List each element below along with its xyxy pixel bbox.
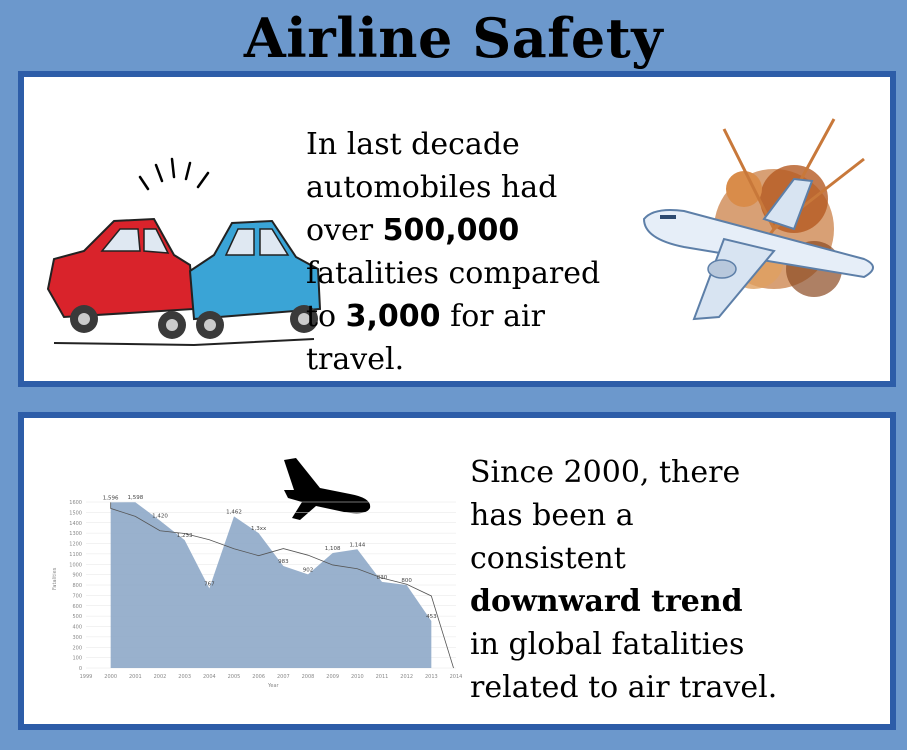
y-tick-label: 900 [72,573,82,579]
data-label: 983 [278,559,289,565]
x-tick-label: 2004 [203,674,216,680]
fatalities-area [110,502,432,668]
data-label: 800 [401,578,412,584]
data-label: 767 [204,581,215,587]
blue-car-icon [188,219,322,339]
y-tick-label: 1000 [69,562,82,568]
air-fatalities-number: 3,000 [345,299,441,334]
text-line: consistent [470,541,626,576]
y-tick-label: 1300 [69,531,82,537]
y-tick-label: 300 [72,635,82,641]
text-line: Since 2000, there [470,455,741,490]
data-label: 1,420 [152,514,168,520]
x-tick-label: 2006 [252,674,265,680]
chart-y-axis: 0 100 200 300 400 500 600 700 800 900 1000 1100 1200… [69,500,82,672]
text-line: related to air travel. [470,670,778,705]
y-tick-label: 800 [72,583,82,589]
downward-trend-emphasis: downward trend [470,584,743,619]
y-tick-label: 200 [72,645,82,651]
text-line: In last decade [306,127,520,162]
y-axis-label: Fatalities [52,567,58,590]
text-line: over [306,213,383,248]
chart-data-labels: 1,596 1,598 1,420 1,233 767 1,462 1,3xx 983 902 1… [103,495,437,620]
data-label: 1,598 [127,495,143,501]
y-tick-label: 100 [72,656,82,662]
y-tick-label: 0 [79,666,82,672]
x-tick-label: 2001 [129,674,142,680]
text-line: travel. [306,342,405,377]
x-tick-label: 2005 [228,674,241,680]
y-tick-label: 400 [72,625,82,631]
x-tick-label: 2012 [400,674,413,680]
y-tick-label: 500 [72,614,82,620]
y-tick-label: 700 [72,593,82,599]
x-tick-label: 2003 [178,674,191,680]
y-tick-label: 1100 [69,552,82,558]
data-label: 1,462 [226,509,242,515]
red-car-icon [46,217,196,339]
x-tick-label: 2007 [277,674,290,680]
page-title: Airline Safety [243,6,664,70]
text-line: has been a [470,498,634,533]
automobile-fatalities-text: In last decade automobiles had over 500,… [306,123,666,381]
trend-line [110,502,454,669]
y-tick-label: 1400 [69,521,82,527]
x-tick-label: 2011 [376,674,389,680]
data-label: 830 [377,575,388,581]
exploding-plane-illustration [642,118,874,321]
plane-silhouette-icon [284,458,371,520]
data-label: 1,233 [177,533,193,539]
y-tick-label: 1500 [69,510,82,516]
x-tick-label: 1999 [80,674,93,680]
x-axis-label: Year [267,683,280,689]
y-tick-label: 1200 [69,542,82,548]
data-label: 1,144 [349,542,365,548]
chart-x-axis: 1999 2000 2001 2002 2003 2004 2005 2006 2007 2008… [80,674,463,680]
x-tick-label: 2000 [104,674,117,680]
x-tick-label: 2008 [302,674,315,680]
x-tick-label: 2002 [154,674,167,680]
automobile-comparison-panel: In last decade automobiles had over 500,… [18,71,896,387]
text-line: fatalities compared [306,256,601,291]
x-tick-label: 2010 [351,674,364,680]
text-line: in global fatalities [470,627,745,662]
data-label: 1,3xx [251,526,267,532]
air-travel-trend-text: Since 2000, there has been a consistent … [470,451,890,709]
data-label: 1,596 [103,495,119,501]
text-line: for air [440,299,545,334]
automobile-fatalities-number: 500,000 [382,213,520,248]
airplane-icon [642,177,874,321]
x-tick-label: 2009 [326,674,339,680]
car-crash-illustration [46,157,322,347]
y-tick-label: 1600 [69,500,82,506]
data-label: 453 [426,614,437,620]
air-travel-trend-panel: 0 100 200 300 400 500 600 700 800 900 1000 1100 1200… [18,412,896,730]
data-label: 902 [303,567,314,573]
y-tick-label: 600 [72,604,82,610]
x-tick-label: 2014 [450,674,463,680]
fatalities-area-chart: 0 100 200 300 400 500 600 700 800 900 1000 1100 1200… [52,495,463,689]
data-label: 1,108 [325,546,341,552]
text-line: automobiles had [306,170,558,205]
text-line: to [306,299,346,334]
x-tick-label: 2013 [425,674,438,680]
